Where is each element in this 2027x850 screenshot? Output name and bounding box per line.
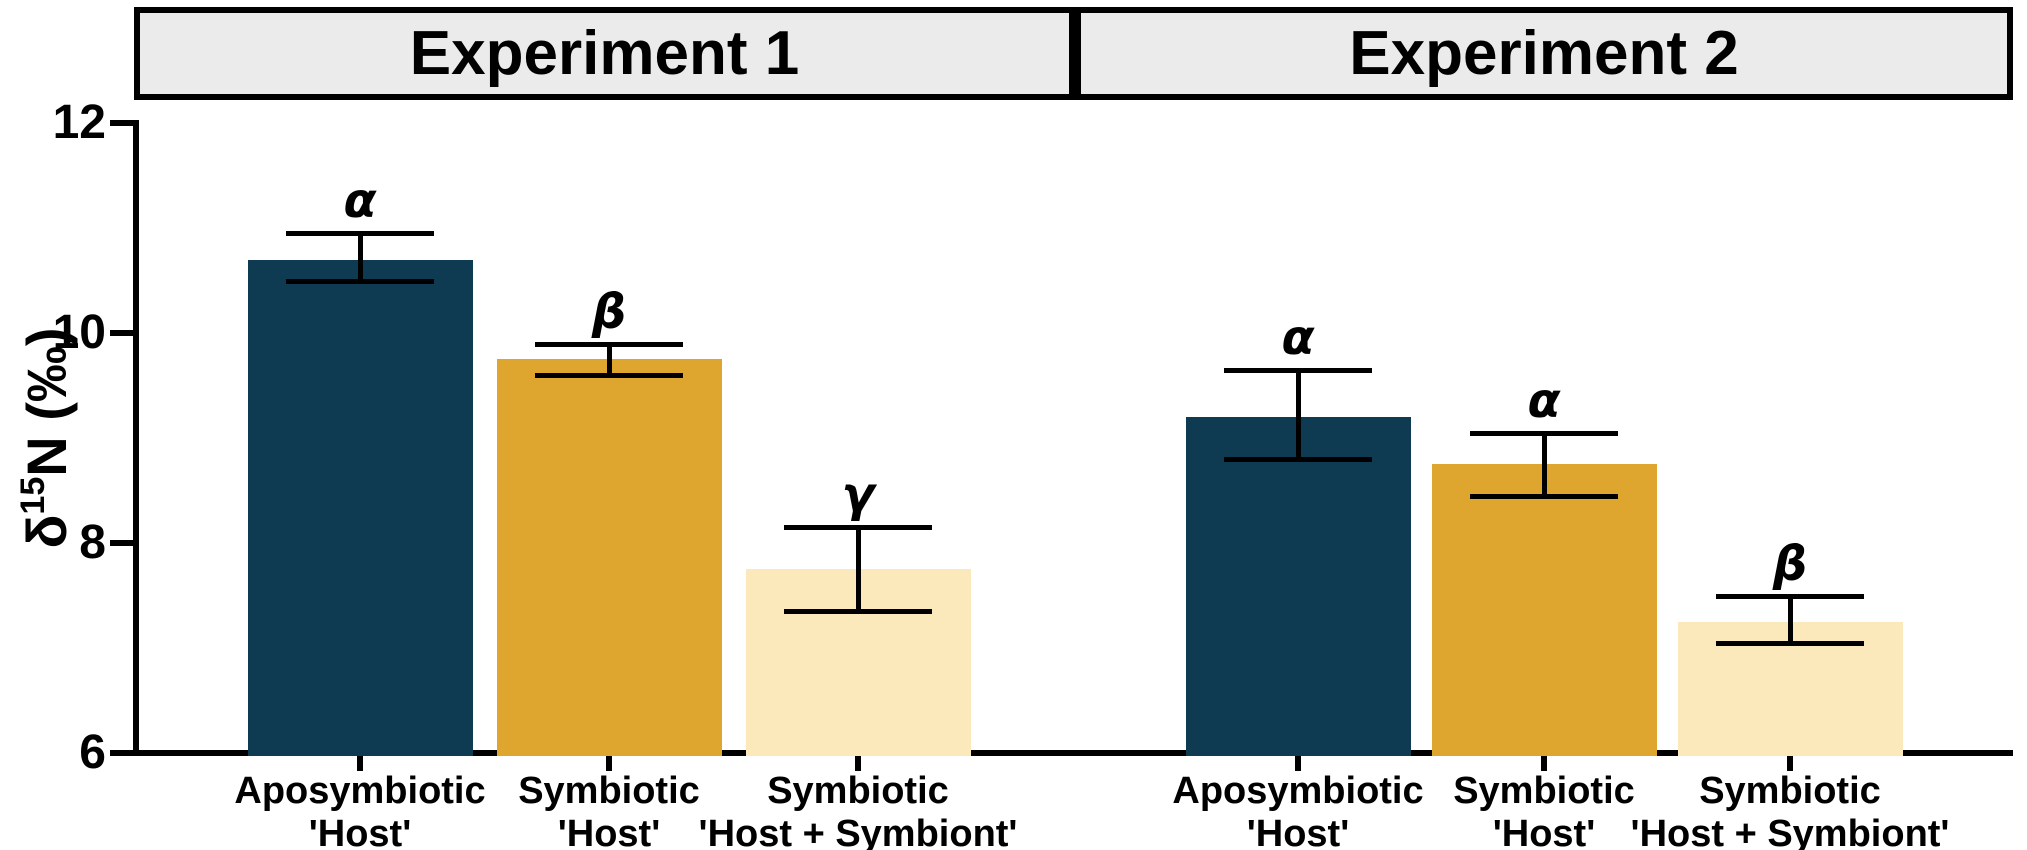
x-category-line1: Aposymbiotic — [1172, 770, 1424, 812]
error-bar-cap-top — [1716, 593, 1864, 599]
bar-navy — [1185, 417, 1411, 756]
x-tick — [357, 756, 363, 771]
x-category-label: Symbiotic 'Host + Symbiont' — [618, 770, 1098, 850]
y-axis-title-superscript: 15 — [14, 476, 52, 515]
error-bar-line — [1788, 595, 1793, 643]
y-tick-label: 8 — [79, 516, 106, 569]
error-bar-line — [1296, 369, 1301, 459]
error-bar-cap-bottom — [1224, 457, 1372, 462]
y-tick — [110, 120, 139, 126]
error-bar-line — [607, 343, 612, 375]
x-tick — [1541, 756, 1547, 771]
panel-header-experiment-2: Experiment 2 — [1075, 7, 2013, 100]
error-bar-cap-top — [286, 231, 434, 237]
x-category-line2: 'Host + Symbiont' — [1630, 813, 1950, 850]
y-axis-line — [133, 123, 139, 756]
error-bar-cap-top — [535, 341, 683, 347]
x-category-line1: Symbiotic — [1699, 770, 1881, 812]
x-category-line1: Symbiotic — [518, 770, 700, 812]
x-tick — [855, 756, 861, 771]
x-category-line2: 'Host' — [557, 813, 661, 850]
significance-letter: α — [1527, 372, 1561, 429]
x-category-label: Aposymbiotic 'Host' — [120, 770, 600, 850]
y-tick-label: 12 — [52, 96, 106, 149]
x-category-line2: 'Host + Symbiont' — [698, 813, 1018, 850]
error-bar-cap-bottom — [286, 278, 434, 284]
x-category-label: Symbiotic 'Host + Symbiont' — [1550, 770, 2027, 850]
x-tick — [1295, 756, 1301, 771]
error-bar-cap-bottom — [784, 609, 932, 615]
y-tick — [110, 330, 139, 336]
x-category-line2: 'Host' — [1246, 813, 1350, 850]
x-category-line2: 'Host' — [1492, 813, 1596, 850]
x-tick — [606, 756, 612, 771]
x-category-line1: Symbiotic — [1453, 770, 1635, 812]
x-axis-line — [133, 750, 2013, 756]
error-bar-cap-bottom — [1470, 493, 1618, 499]
error-bar-line — [1542, 432, 1547, 496]
bar-navy — [247, 259, 473, 756]
y-tick-label: 10 — [52, 306, 106, 359]
x-category-label: Aposymbiotic 'Host' — [1058, 770, 1538, 850]
significance-letter: α — [343, 173, 377, 230]
error-bar-cap-top — [1224, 367, 1372, 373]
error-bar-cap-top — [1470, 430, 1618, 436]
significance-letter: β — [591, 283, 627, 340]
error-bar-line — [358, 233, 363, 281]
y-tick — [110, 540, 139, 546]
significance-letter: γ — [841, 467, 875, 524]
y-tick-label: 6 — [79, 726, 106, 779]
error-bar-cap-top — [784, 525, 932, 531]
x-category-label: Symbiotic 'Host' — [369, 770, 849, 850]
panel-header-experiment-1: Experiment 1 — [134, 7, 1075, 100]
y-axis-title: δ15N (‰) — [12, 228, 82, 648]
x-category-line1: Aposymbiotic — [234, 770, 486, 812]
error-bar-cap-bottom — [535, 373, 683, 378]
x-category-label: Symbiotic 'Host' — [1304, 770, 1784, 850]
error-bar-cap-bottom — [1716, 640, 1864, 646]
x-category-line2: 'Host' — [308, 813, 412, 850]
error-bar-line — [856, 527, 861, 612]
significance-letter: α — [1281, 309, 1315, 366]
bar-gold — [496, 359, 722, 756]
panel-header-label: Experiment 1 — [409, 19, 800, 88]
panel-header-label: Experiment 2 — [1349, 19, 1739, 88]
x-tick — [1787, 756, 1793, 771]
x-category-line1: Symbiotic — [767, 770, 949, 812]
y-tick — [110, 750, 139, 756]
significance-letter: β — [1772, 535, 1808, 592]
bar-gold — [1431, 464, 1657, 756]
